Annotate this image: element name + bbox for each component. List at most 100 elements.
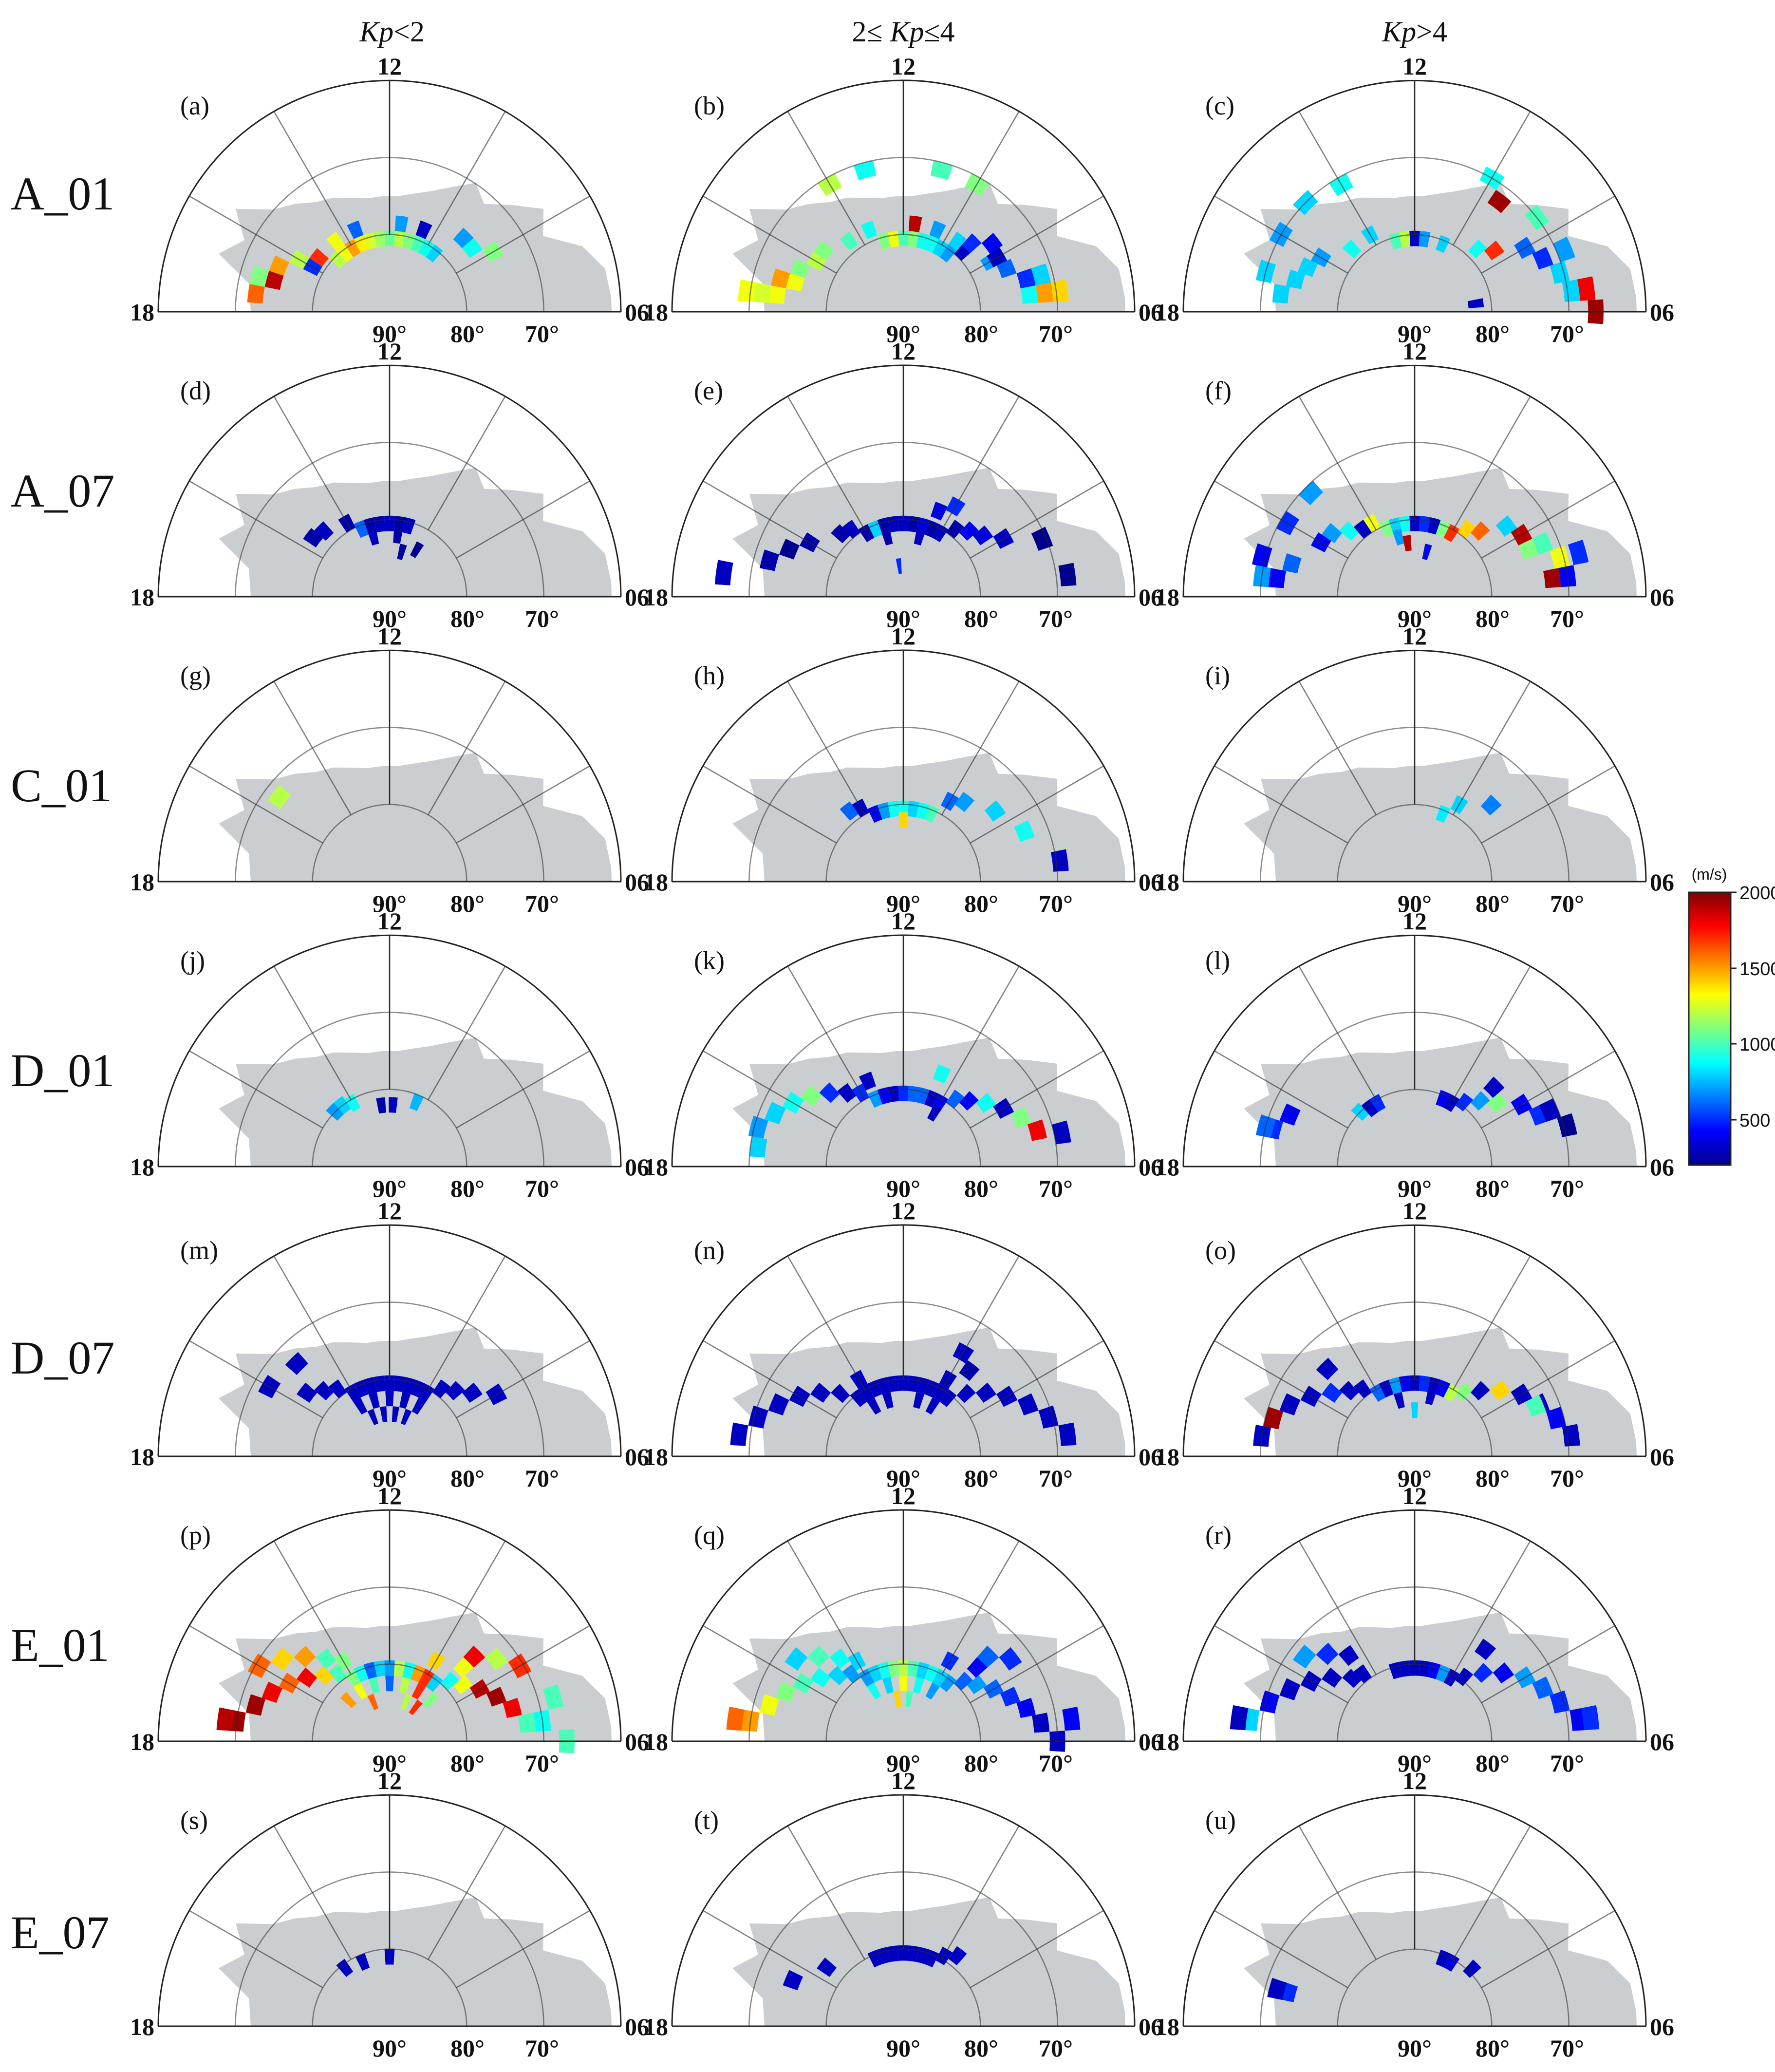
panel-b-mlt-18: 18: [644, 299, 668, 326]
panel-j-mlt-line-16: [189, 1050, 323, 1129]
panel-l-mlt-12: 12: [1402, 907, 1427, 935]
panel-f-label: (f): [1205, 376, 1232, 405]
panel-q-cell-37: [977, 1645, 999, 1668]
panel-h-lat-0: 90°: [886, 890, 920, 917]
panel-g-mlt-line-10: [428, 681, 506, 815]
panel-p-cell-28: [399, 1677, 411, 1694]
panel-f-cell-13: [1322, 523, 1343, 544]
panel-a-lat-0: 90°: [373, 320, 407, 347]
row-label-d07: D_07: [11, 1332, 114, 1384]
panel-b-mlt-line-8: [970, 195, 1104, 274]
panel-p-cell-5: [411, 1664, 426, 1683]
panel-t-cell-6: [867, 1949, 882, 1968]
panel-o-cell-13: [1322, 1382, 1343, 1403]
panel-p-cell-9: [426, 1674, 443, 1692]
panel-s-cell-1: [355, 1953, 370, 1971]
panel-p-cell-19: [503, 1697, 522, 1718]
panel-m-mlt-line-14: [273, 1256, 352, 1390]
panel-s-mlt-12: 12: [377, 1767, 402, 1794]
panel-a-mlt-line-16: [189, 195, 323, 274]
panel-f-cell-9: [1353, 520, 1372, 539]
panel-e-cell-6: [932, 524, 949, 543]
panel-c-cell-6: [1342, 239, 1362, 259]
panel-j-label: (j): [180, 946, 205, 975]
panel-p-cell-21: [518, 1713, 536, 1733]
panel-o-cell-24: [1425, 1388, 1437, 1406]
panel-r: 12 18 06 90° 80° 70° (r): [1155, 1482, 1674, 1777]
panel-d-lat-1: 80°: [450, 605, 485, 632]
panel-r-cell-26: [1475, 1639, 1496, 1660]
panel-f-cell-12: [1470, 521, 1490, 541]
panel-a-cell-6: [344, 239, 361, 258]
panel-i-mlt-line-8: [1481, 765, 1615, 844]
panel-h-cell-8: [840, 801, 859, 821]
panel-c-cell-7: [1468, 239, 1487, 259]
panel-l-label: (l): [1205, 946, 1230, 975]
panel-c: 12 18 06 90° 80° 70° (c): [1155, 53, 1674, 347]
panel-l-mlt-line-10: [1453, 966, 1531, 1100]
panel-l-lat-1: 80°: [1476, 1175, 1510, 1202]
panel-s-mlt-line-8: [456, 1910, 590, 1988]
panel-n-cell-10: [850, 1389, 867, 1407]
col0-kp-label: Kp: [359, 16, 393, 48]
panel-d-lat-2: 70°: [525, 605, 559, 632]
panel-p-lat-0: 90°: [373, 1750, 407, 1777]
panel-e-cell-11: [831, 524, 850, 544]
panel-f-lat-2: 70°: [1550, 605, 1584, 632]
colorbar-tick-1000: 1000: [1739, 1035, 1775, 1055]
panel-f-mlt-12: 12: [1402, 338, 1427, 365]
panel-b-cell-19: [981, 233, 1003, 254]
panel-f-mlt-line-16: [1214, 480, 1348, 559]
panel-a-mlt-line-8: [456, 195, 590, 274]
panel-o-mlt-line-16: [1214, 1340, 1348, 1418]
panel-l-mlt-line-16: [1214, 1050, 1348, 1129]
panel-h-lat-circle-0: [825, 804, 981, 882]
panel-t-mlt-12: 12: [891, 1767, 916, 1794]
panel-a-mlt-line-14: [273, 111, 352, 245]
panel-r-coverage: [1183, 1612, 1646, 1741]
panel-a-cell-22: [264, 271, 284, 290]
panel-h-cell-11: [984, 800, 1006, 822]
panel-p-cell-32: [422, 1692, 439, 1709]
panel-j-mlt-18: 18: [130, 1153, 154, 1181]
panel-e-lat-circle-0: [825, 519, 981, 597]
panel-n-cell-5: [924, 1379, 939, 1398]
panel-j-cell-3: [389, 1097, 398, 1113]
panel-t-cell-5: [924, 1949, 939, 1968]
panel-q: 12 18 06 90° 80° 70° (q): [644, 1482, 1163, 1777]
panel-b-cell-33: [930, 160, 953, 181]
panel-p-mlt-06: 06: [625, 1728, 649, 1755]
panel-i-mlt-line-16: [1214, 765, 1348, 844]
panel-e-label: (e): [694, 376, 723, 405]
panel-d-cell-8: [303, 528, 323, 547]
panel-k: 12 18 06 90° 80° 70° (k): [644, 907, 1163, 1202]
panel-r-cell-24: [1316, 1642, 1339, 1665]
panel-i-lat-0: 90°: [1398, 890, 1432, 917]
panel-p-cell-6: [354, 1664, 369, 1683]
panel-q-cell-20: [759, 1694, 780, 1716]
panel-l-coverage: [1183, 1037, 1646, 1167]
panel-g-lat-1: 80°: [450, 890, 485, 917]
colorbar-tick-1500: 1500: [1739, 959, 1775, 979]
panel-t-mlt-06: 06: [1139, 2013, 1163, 2040]
panel-l-cell-4: [1443, 1093, 1460, 1112]
panel-q-cell-27: [913, 1677, 925, 1694]
panel-a-cell-24: [247, 283, 265, 303]
panel-u-lat-0: 90°: [1398, 2034, 1432, 2062]
panel-q-lat-0: 90°: [886, 1750, 920, 1777]
panel-u-mlt-06: 06: [1650, 2013, 1674, 2040]
panel-c-mlt-line-14: [1298, 111, 1377, 245]
panel-g-mlt-18: 18: [130, 868, 154, 896]
panel-q-cell-14: [810, 1667, 831, 1688]
panel-m-cell-22: [400, 1409, 412, 1426]
colorbar-unit: (m/s): [1692, 866, 1727, 883]
panel-j-lat-circle-0: [312, 1089, 467, 1167]
panel-b-cell-10: [948, 231, 967, 251]
panel-t-cell-9: [817, 1958, 837, 1977]
panel-l-mlt-06: 06: [1650, 1153, 1674, 1181]
panel-q-cell-21: [1031, 1713, 1050, 1733]
panel-n-cell-11: [831, 1384, 850, 1403]
row-label-c01: C_01: [11, 759, 112, 811]
panel-t-mlt-line-8: [970, 1910, 1104, 1988]
panel-d-cell-11: [367, 528, 379, 546]
